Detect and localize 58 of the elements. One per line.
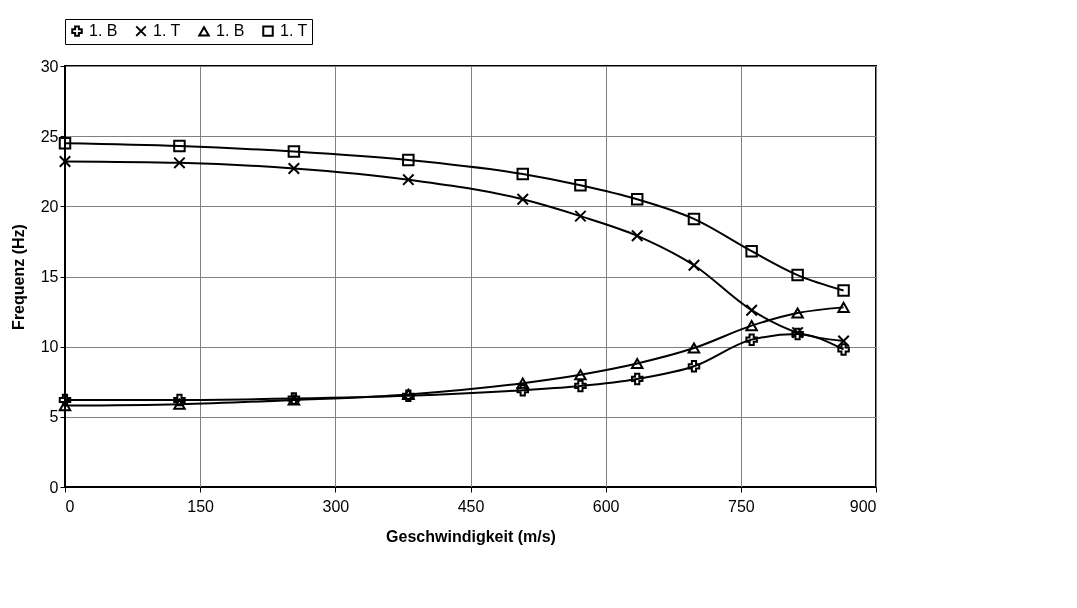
point: [687, 212, 701, 226]
legend-label: 1. T: [280, 22, 308, 40]
y-tick-label: 5: [49, 408, 59, 426]
x-tick-label: 750: [727, 497, 755, 515]
point: [791, 307, 804, 319]
x-tick-label: 150: [187, 497, 215, 515]
point: [687, 342, 701, 354]
legend-label: 1. B: [216, 22, 245, 40]
point: [837, 301, 850, 313]
point: [745, 320, 758, 332]
point: [516, 167, 530, 181]
point: [745, 303, 758, 317]
point: [173, 398, 186, 410]
point: [173, 393, 186, 407]
point: [791, 268, 804, 282]
point: [402, 153, 415, 167]
point: [516, 377, 530, 389]
x-axis-title: Geschwindigkeit (m/s): [386, 527, 556, 545]
y-tick-label: 25: [40, 127, 59, 145]
point: [745, 333, 758, 346]
point: [287, 145, 301, 158]
x-tick-label: 450: [457, 497, 485, 515]
point: [745, 245, 758, 258]
point: [687, 259, 701, 272]
point: [58, 155, 72, 168]
x-tick-label: 600: [592, 497, 620, 515]
point: [630, 193, 644, 206]
y-tick-label: 30: [40, 57, 59, 75]
y-tick-label: 20: [40, 197, 59, 215]
point: [402, 173, 415, 186]
point: [173, 156, 186, 170]
point: [58, 136, 72, 150]
x-tick-label: 300: [322, 497, 350, 515]
point: [630, 372, 644, 386]
point: [837, 343, 850, 356]
point: [58, 400, 72, 412]
x-tick-label: 900: [849, 497, 877, 515]
legend-label: 1. T: [153, 22, 181, 40]
point: [574, 179, 587, 192]
point: [837, 334, 850, 348]
point: [516, 383, 530, 397]
y-axis-title: Frequenz (Hz): [9, 224, 27, 330]
point: [687, 360, 701, 373]
point: [630, 229, 644, 243]
point: [574, 369, 587, 381]
x-tick-label: 0: [65, 497, 75, 515]
point: [630, 357, 644, 370]
point: [58, 393, 72, 407]
legend-label: 1. B: [89, 22, 118, 40]
y-tick-label: 10: [40, 338, 59, 356]
y-tick-label: 15: [40, 268, 59, 285]
point: [574, 379, 587, 393]
point: [287, 162, 301, 175]
y-tick-label: 0: [49, 478, 59, 496]
point: [574, 209, 587, 223]
point: [173, 139, 186, 153]
point: [516, 193, 530, 206]
point: [837, 284, 850, 297]
